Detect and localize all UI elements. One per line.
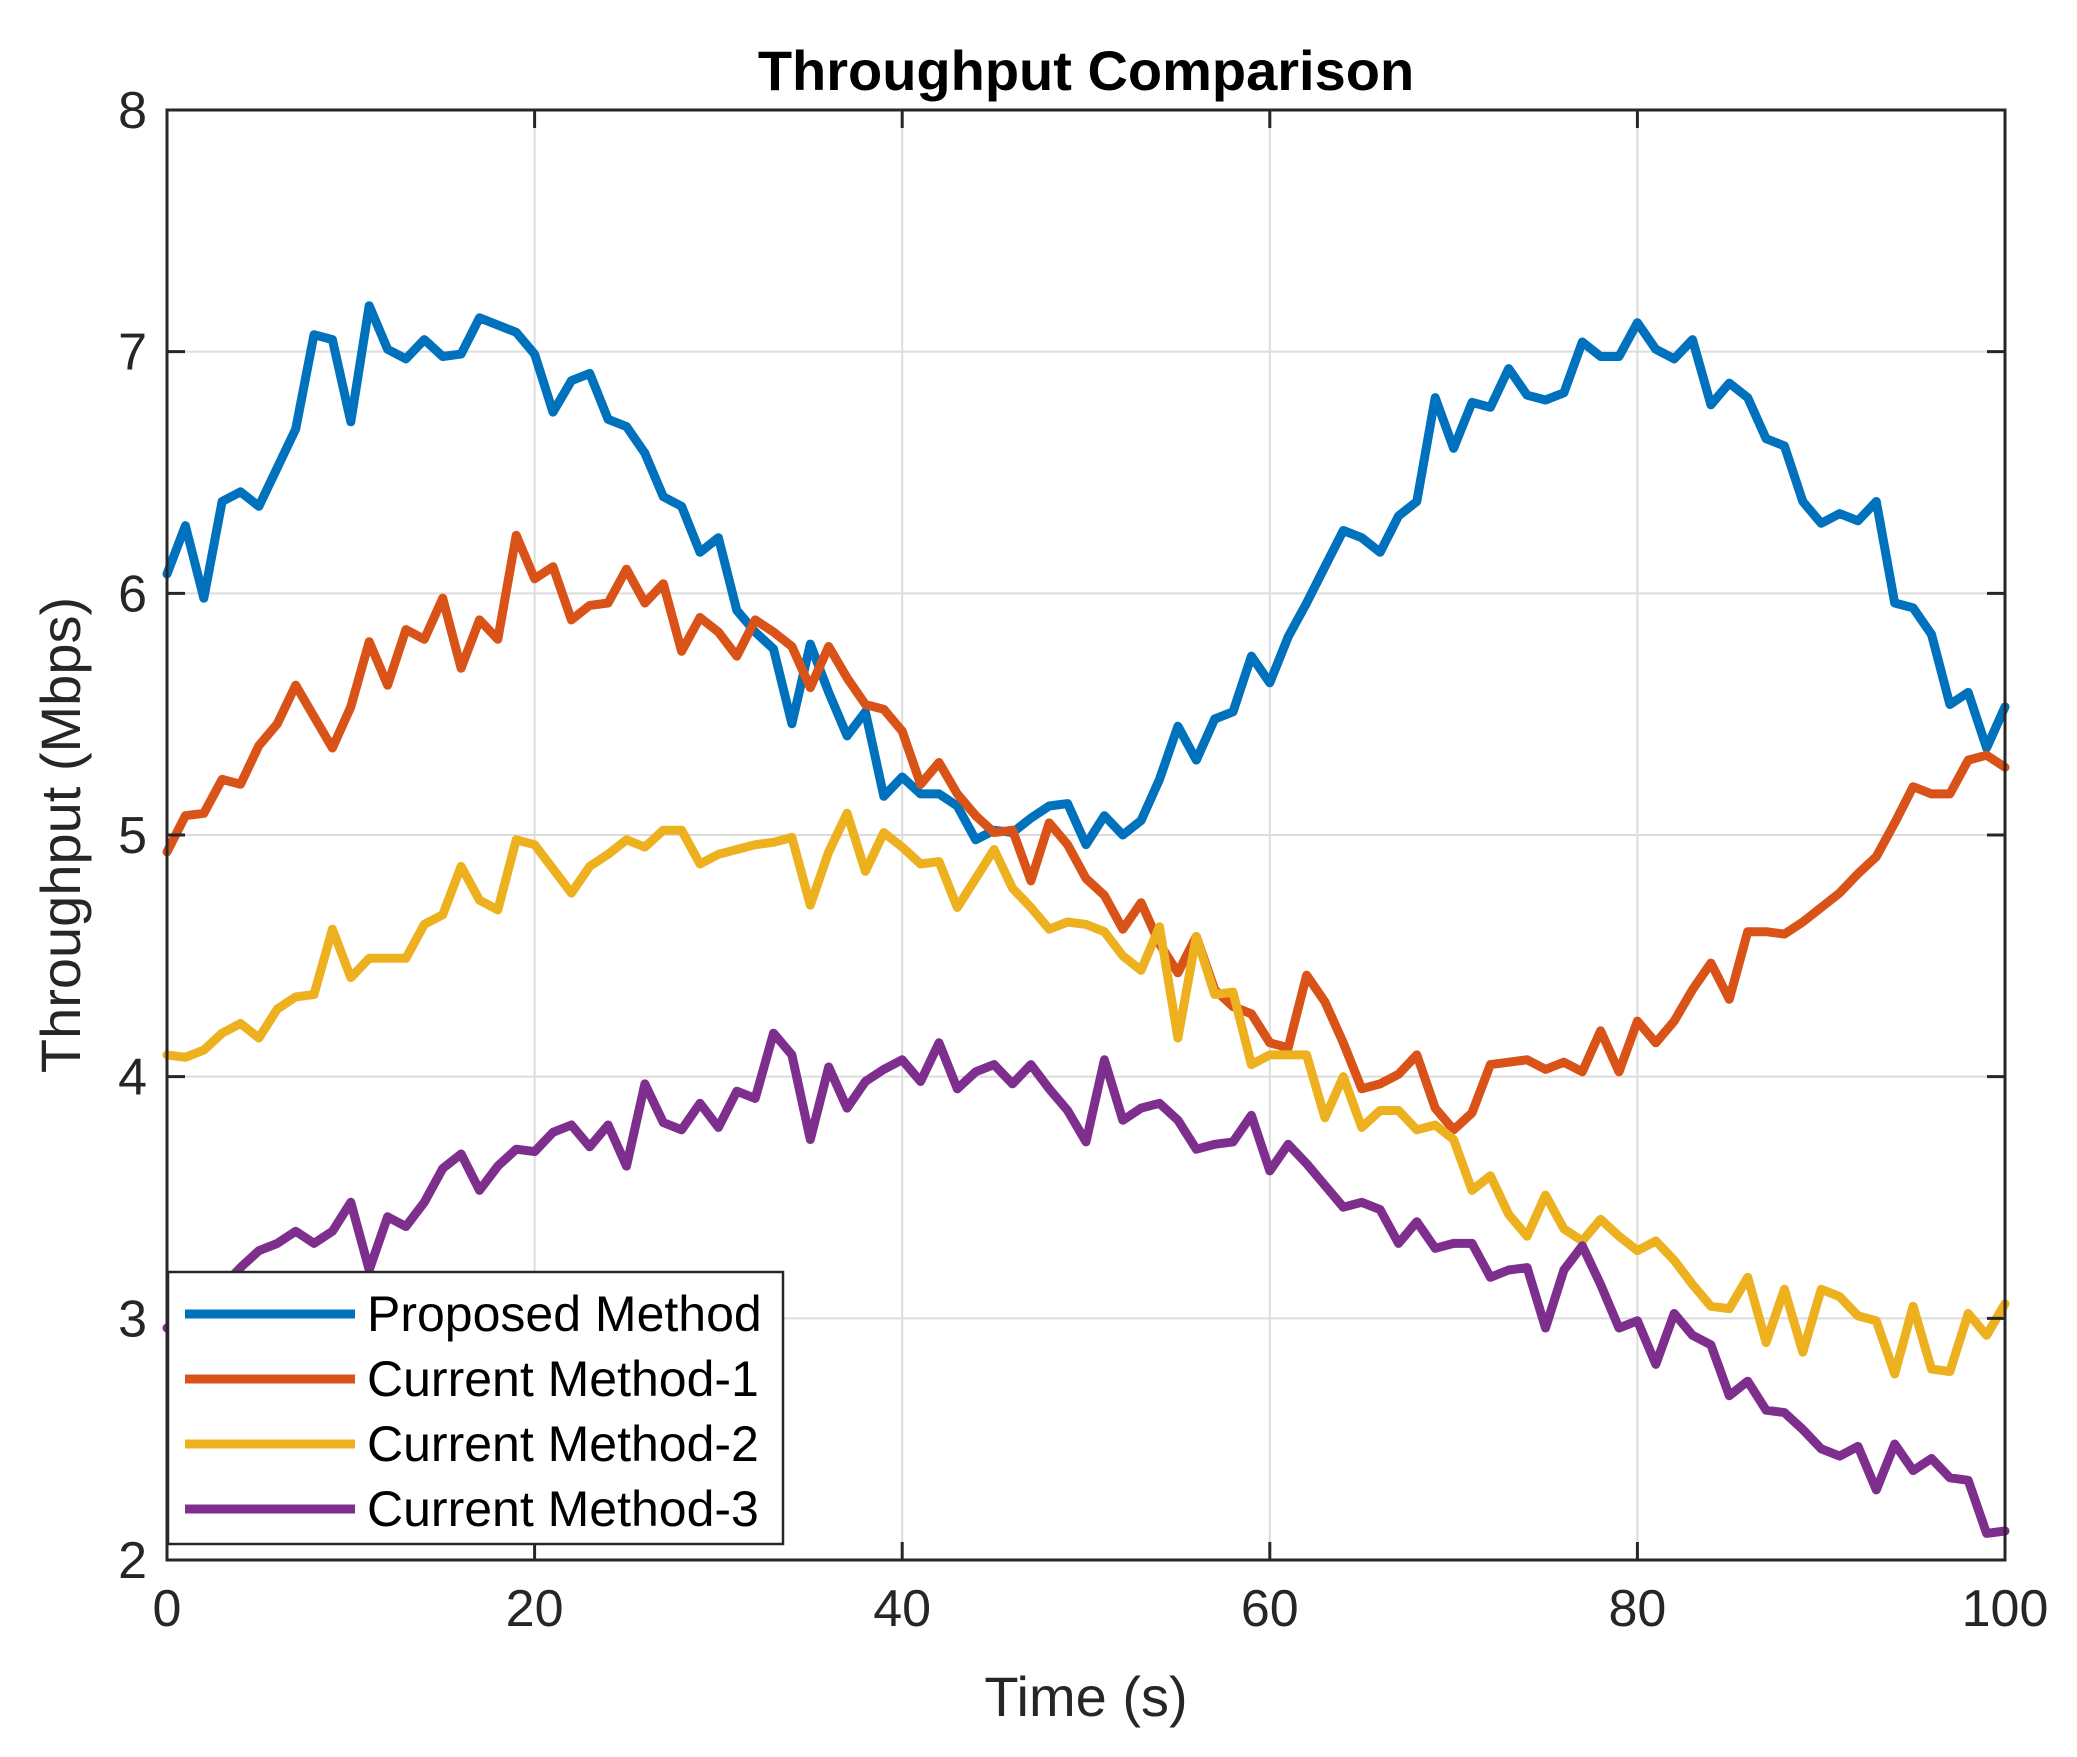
y-axis-label: Throughput (Mbps): [29, 597, 92, 1073]
x-tick-label: 40: [873, 1580, 931, 1638]
x-tick-label: 0: [153, 1580, 182, 1638]
x-tick-label: 100: [1962, 1580, 2049, 1638]
x-tick-label: 60: [1241, 1580, 1299, 1638]
series-line-4: [162, 1028, 2010, 1538]
legend-label-1: Proposed Method: [367, 1286, 762, 1342]
legend: Proposed Method Current Method-1 Current M…: [166, 1270, 785, 1546]
series-line-3: [162, 808, 2010, 1379]
legend-label-2: Current Method-1: [367, 1351, 759, 1407]
series-layer: [162, 301, 2010, 1538]
y-tick-label: 3: [118, 1290, 147, 1348]
chart-title: Throughput Comparison: [758, 39, 1414, 102]
series-line-1: [162, 301, 2010, 850]
y-tick-label: 8: [118, 82, 147, 140]
series-line-2: [162, 530, 2010, 1135]
y-tick-label: 4: [118, 1049, 147, 1107]
y-tick-labels: 2 3 4 5 6 7 8: [118, 82, 147, 1590]
x-axis-label: Time (s): [984, 1665, 1187, 1728]
x-tick-labels: 0 20 40 60 80 100: [153, 1580, 2049, 1638]
y-tick-label: 6: [118, 565, 147, 623]
x-tick-label: 20: [506, 1580, 564, 1638]
tick-marks: [165, 108, 2007, 1562]
x-tick-label: 80: [1608, 1580, 1666, 1638]
legend-label-3: Current Method-2: [367, 1416, 759, 1472]
legend-label-4: Current Method-3: [367, 1481, 759, 1537]
y-tick-label: 2: [118, 1532, 147, 1590]
y-tick-label: 7: [118, 324, 147, 382]
y-tick-label: 5: [118, 807, 147, 865]
